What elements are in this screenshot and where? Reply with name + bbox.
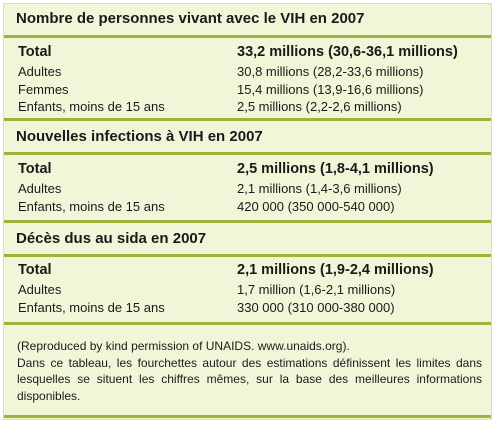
table-row: Adultes 30,8 millions (28,2-33,6 million…: [18, 64, 488, 82]
table-row-total: Total 33,2 millions (30,6-36,1 millions): [18, 44, 488, 62]
section-divider: [4, 220, 491, 223]
row-value: 2,1 millions (1,9-2,4 millions): [237, 262, 434, 278]
row-value: 2,5 millions (2,2-2,6 millions): [237, 99, 402, 114]
table-row-total: Total 2,5 millions (1,8-4,1 millions): [18, 161, 488, 179]
hiv-statistics-table: Nombre de personnes vivant avec le VIH e…: [3, 3, 492, 420]
row-value: 33,2 millions (30,6-36,1 millions): [237, 44, 458, 60]
row-label: Adultes: [18, 181, 62, 196]
row-label: Adultes: [18, 282, 62, 297]
row-value: 30,8 millions (28,2-33,6 millions): [237, 64, 424, 79]
row-value: 1,7 million (1,6-2,1 millions): [237, 282, 396, 297]
section-divider: [4, 118, 491, 121]
table-row-total: Total 2,1 millions (1,9-2,4 millions): [18, 262, 488, 280]
row-value: 2,1 millions (1,4-3,6 millions): [237, 181, 402, 196]
row-value: 2,5 millions (1,8-4,1 millions): [237, 161, 434, 177]
row-label: Enfants, moins de 15 ans: [18, 300, 165, 315]
row-label: Total: [18, 44, 52, 60]
row-label: Enfants, moins de 15 ans: [18, 99, 165, 114]
section-title-new-infections: Nouvelles infections à VIH en 2007: [16, 128, 263, 145]
row-label: Total: [18, 161, 52, 177]
row-label: Total: [18, 262, 52, 278]
row-value: 15,4 millions (13,9-16,6 millions): [237, 82, 424, 97]
row-value: 330 000 (310 000-380 000): [237, 300, 395, 315]
table-row: Enfants, moins de 15 ans 420 000 (350 00…: [18, 199, 488, 217]
table-row: Enfants, moins de 15 ans 2,5 millions (2…: [18, 99, 488, 117]
table-row: Femmes 15,4 millions (13,9-16,6 millions…: [18, 82, 488, 100]
row-value: 420 000 (350 000-540 000): [237, 199, 395, 214]
section-title-living-with-hiv: Nombre de personnes vivant avec le VIH e…: [16, 10, 365, 27]
bottom-divider: [4, 415, 491, 418]
row-label: Enfants, moins de 15 ans: [18, 199, 165, 214]
table-row: Adultes 1,7 million (1,6-2,1 millions): [18, 282, 488, 300]
section-divider: [4, 322, 491, 325]
source-credit: (Reproduced by kind permission of UNAIDS…: [17, 339, 350, 353]
table-notes: (Reproduced by kind permission of UNAIDS…: [17, 338, 482, 404]
section-divider: [4, 254, 491, 257]
row-label: Adultes: [18, 64, 62, 79]
section-title-aids-deaths: Décès dus au sida en 2007: [16, 230, 207, 247]
row-label: Femmes: [18, 82, 69, 97]
table-row: Enfants, moins de 15 ans 330 000 (310 00…: [18, 300, 488, 318]
section-divider: [4, 152, 491, 155]
explanation-note: Dans ce tableau, les fourchettes autour …: [17, 355, 482, 403]
table-row: Adultes 2,1 millions (1,4-3,6 millions): [18, 181, 488, 199]
section-divider: [4, 35, 491, 38]
